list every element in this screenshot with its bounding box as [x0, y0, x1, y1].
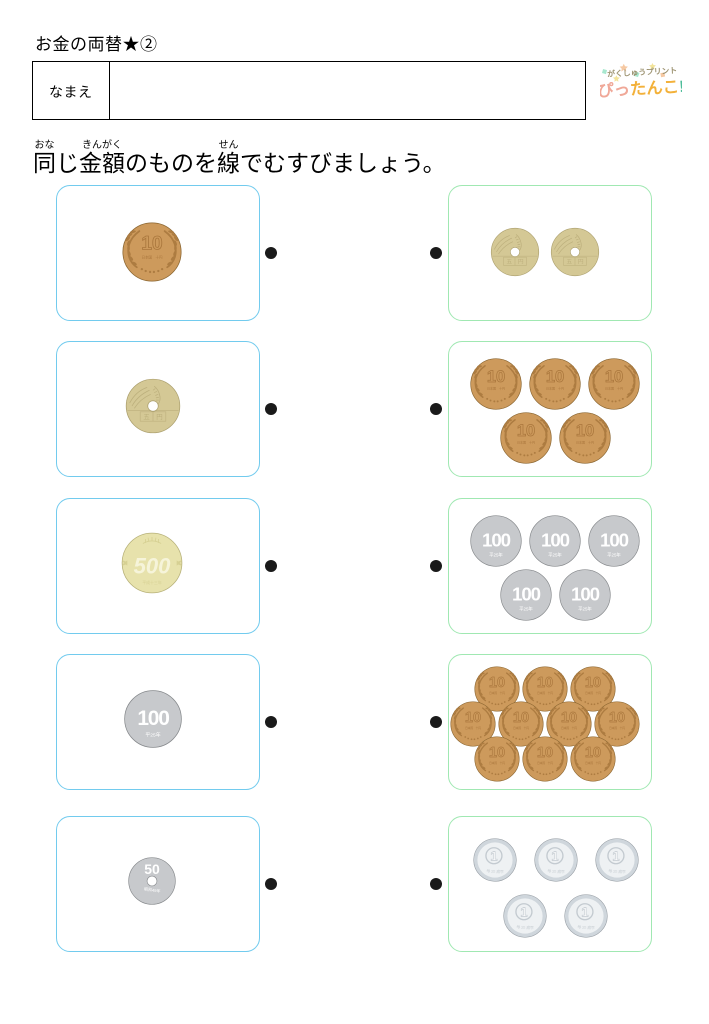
svg-text:ぴったんこ!: ぴったんこ!: [600, 77, 682, 101]
svg-text:がくしゅうプリント: がくしゅうプリント: [607, 65, 677, 79]
